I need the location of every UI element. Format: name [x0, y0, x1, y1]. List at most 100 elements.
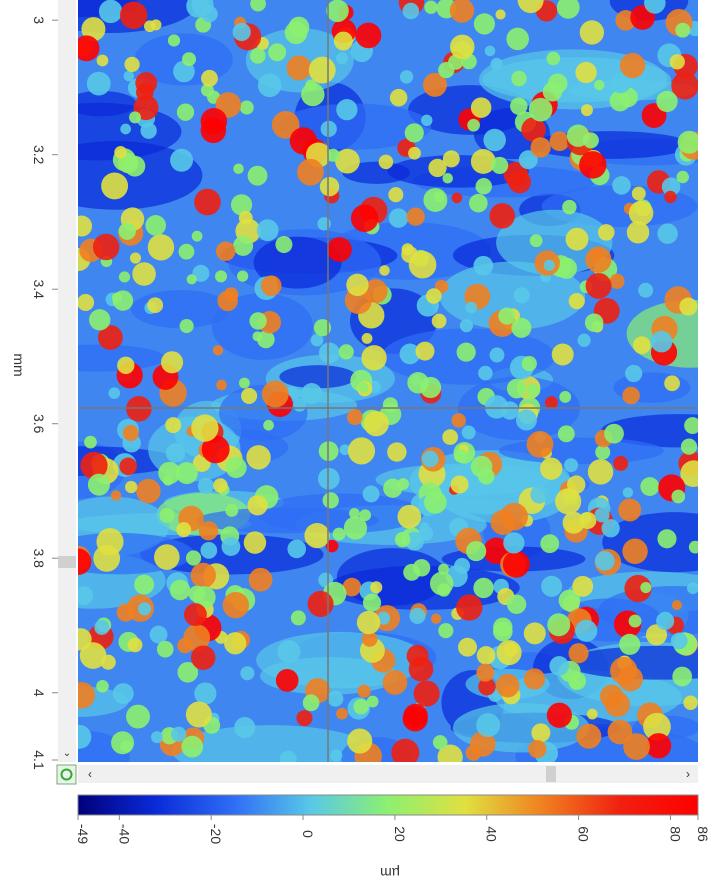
texture-grain: [431, 313, 447, 329]
texture-grain: [442, 172, 453, 184]
colorbar-tick-label: 20: [392, 826, 408, 842]
texture-grain: [595, 444, 611, 460]
texture-grain: [287, 539, 307, 559]
texture-grain: [319, 176, 340, 197]
texture-grain: [437, 583, 451, 597]
texture-grain: [362, 593, 382, 612]
texture-grain: [597, 224, 615, 241]
texture-grain: [80, 451, 108, 480]
y-tick-label: 3.6: [31, 414, 47, 434]
texture-grain: [194, 188, 221, 216]
texture-grain: [126, 396, 152, 422]
texture-grain: [556, 0, 580, 19]
texture-grain: [408, 656, 434, 682]
texture-grain: [308, 56, 336, 84]
texture-grain: [546, 702, 572, 728]
scroll-thumb[interactable]: [546, 766, 556, 782]
texture-grain: [114, 145, 127, 159]
texture-grain: [366, 695, 379, 708]
texture-grain: [87, 473, 110, 496]
texture-grain: [403, 703, 428, 729]
texture-grain: [475, 178, 493, 195]
texture-grain: [645, 624, 668, 646]
texture-grain: [338, 344, 354, 360]
texture-grain: [346, 409, 363, 426]
vertical-scrollbar[interactable]: [58, 0, 76, 762]
reset-button[interactable]: [56, 764, 77, 785]
texture-grain: [584, 313, 604, 332]
texture-grain: [191, 230, 203, 242]
texture-grain: [684, 417, 698, 434]
texture-grain: [547, 613, 571, 637]
texture-grain: [523, 668, 546, 690]
texture-grain: [610, 656, 638, 685]
scroll-down-arrow[interactable]: ⌄: [63, 748, 71, 759]
scroll-left-arrow[interactable]: ‹: [88, 767, 92, 781]
texture-grain: [290, 610, 306, 626]
colorbar-tick-label: -49: [75, 824, 91, 844]
texture-grain: [358, 382, 369, 393]
texture-grain: [271, 111, 300, 139]
texture-grain: [622, 386, 640, 405]
texture-grain: [623, 733, 650, 760]
y-tick-label: 4.1: [31, 750, 47, 770]
texture-grain: [500, 401, 520, 420]
colorbar-tick-label: -20: [208, 824, 224, 844]
texture-grain: [657, 223, 678, 244]
texture-grain: [356, 610, 381, 635]
texture-grain: [361, 631, 378, 647]
y-tick-label: 4: [31, 689, 47, 697]
texture-grain: [450, 34, 475, 60]
texture-patch: [342, 161, 411, 184]
texture-grain: [225, 456, 247, 479]
texture-grain: [297, 158, 324, 186]
texture-grain: [562, 199, 577, 215]
texture-grain: [449, 0, 475, 23]
texture-grain: [515, 409, 537, 431]
texture-grain: [618, 498, 642, 522]
texture-grain: [186, 274, 197, 285]
texture-grain: [222, 591, 250, 619]
texture-grain: [216, 379, 227, 391]
texture-grain: [234, 717, 256, 739]
texture-grain: [478, 467, 495, 485]
texture-grain: [450, 475, 469, 494]
texture-grain: [181, 735, 204, 758]
texture-grain: [198, 521, 219, 541]
texture-grain: [470, 149, 496, 174]
texture-grain: [247, 165, 268, 186]
texture-grain: [601, 519, 620, 538]
texture-grain: [154, 544, 180, 570]
scroll-thumb[interactable]: [58, 556, 76, 568]
colorbar-tick-label: 80: [667, 826, 683, 842]
texture-grain: [78, 35, 100, 62]
texture-grain: [301, 82, 325, 107]
texture-grain: [378, 154, 394, 170]
texture-grain: [288, 16, 310, 38]
texture-grain: [382, 397, 398, 413]
scroll-right-arrow[interactable]: ›: [686, 767, 690, 781]
texture-grain: [327, 237, 352, 262]
texture-grain: [671, 599, 682, 611]
texture-grain: [458, 637, 477, 657]
texture-grain: [442, 150, 460, 168]
texture-grain: [466, 541, 487, 562]
texture-patch: [253, 236, 342, 289]
texture-grain: [419, 522, 430, 533]
texture-patch: [196, 507, 379, 534]
texture-grain: [357, 684, 371, 698]
colorbar: [77, 794, 699, 816]
texture-grain: [397, 504, 422, 529]
texture-grain: [249, 312, 267, 330]
texture-grain: [628, 614, 642, 628]
texture-grain: [194, 682, 217, 705]
texture-grain: [98, 325, 123, 350]
texture-grain: [585, 246, 612, 273]
texture-grain: [585, 272, 612, 299]
texture-grain: [424, 0, 438, 14]
texture-grain: [544, 396, 558, 410]
texture-grain: [156, 640, 174, 658]
texture-grain: [529, 234, 543, 248]
horizontal-scrollbar[interactable]: [78, 765, 698, 783]
texture-grain: [237, 270, 249, 282]
